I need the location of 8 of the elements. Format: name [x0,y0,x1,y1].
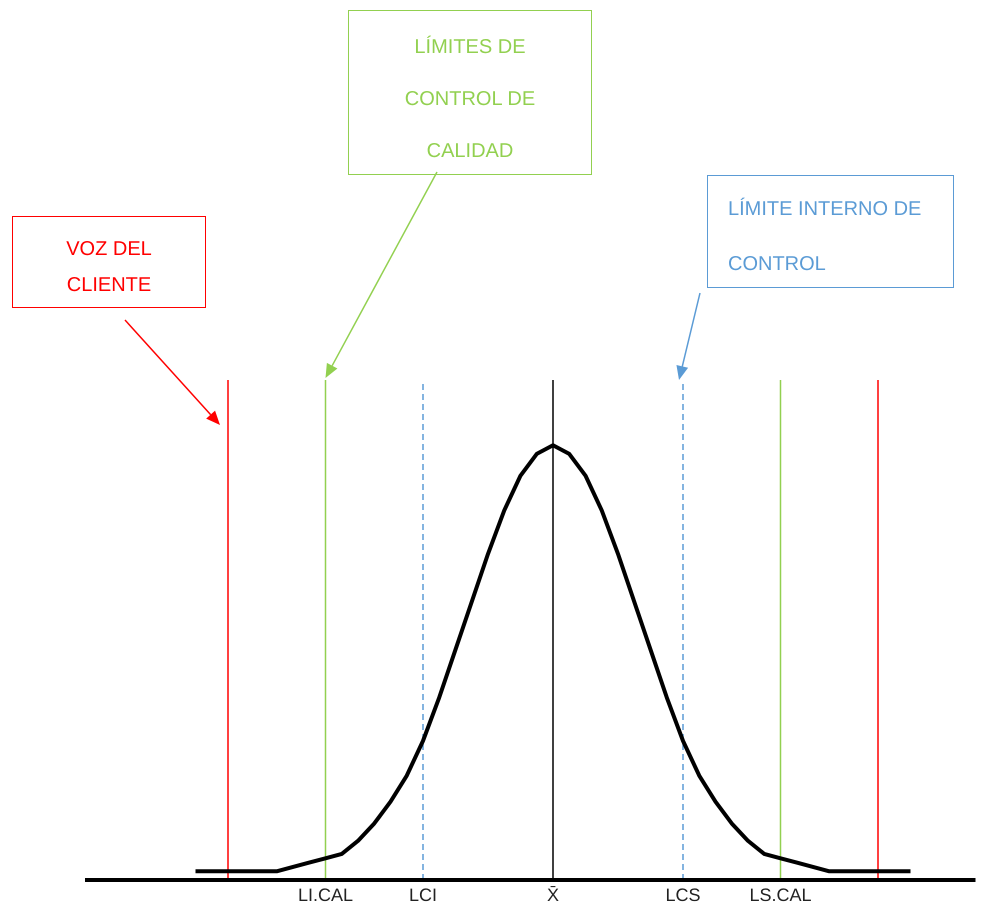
x-tick-label: LS.CAL [749,884,812,905]
x-tick-label: X̄ [546,884,560,905]
x-tick-label: LCS [665,884,701,905]
text: VOZ DEL CLIENTE [12,216,206,308]
x-tick-label: LCI [408,884,438,905]
text: LÍMITE INTERNO DE CONTROL [728,198,922,275]
x-tick-label: LI.CAL [298,884,354,905]
text: LÍMITES DE CONTROL DE CALIDAD [404,36,536,162]
